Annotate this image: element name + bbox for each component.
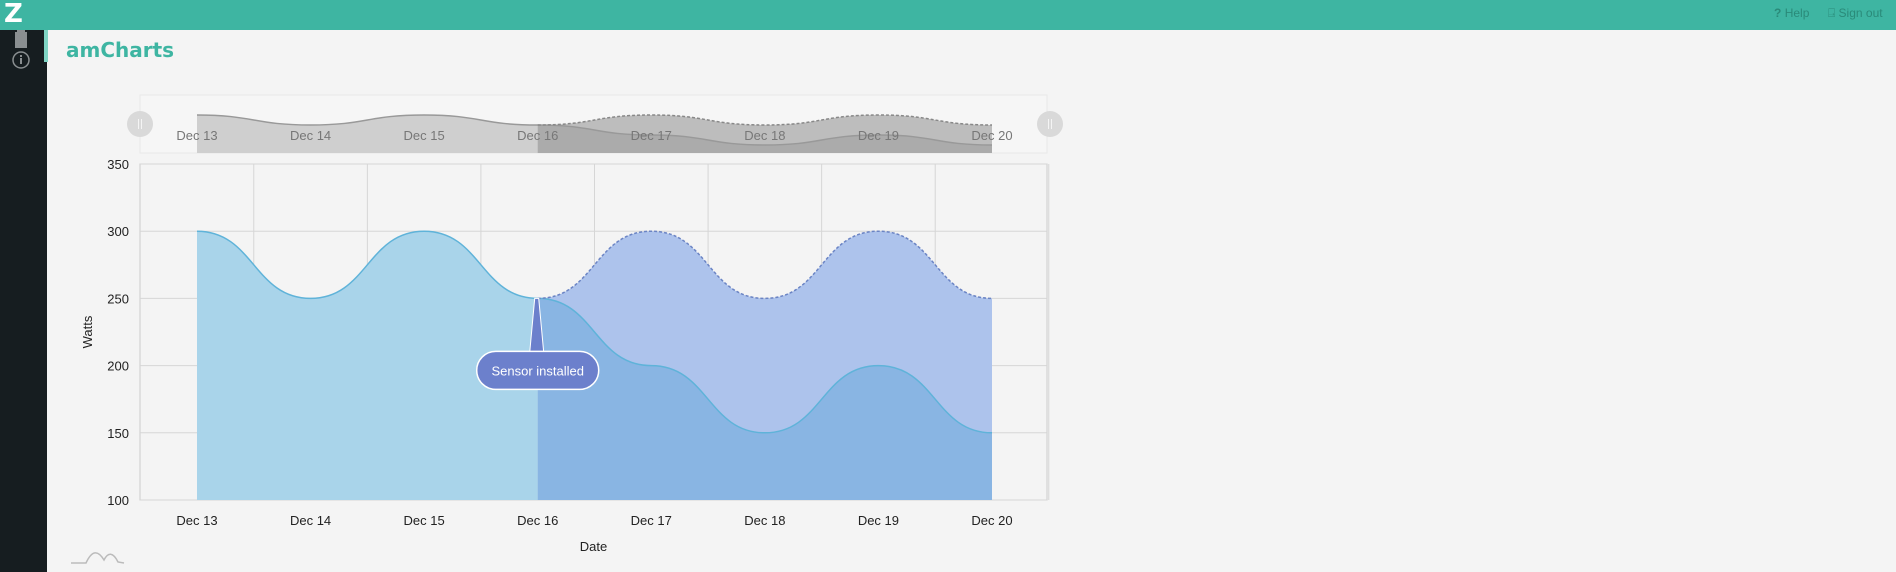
scrollbar-right-grip[interactable] bbox=[1037, 111, 1063, 137]
y-tick-label: 350 bbox=[107, 157, 129, 172]
app-logo[interactable]: Z bbox=[4, 0, 23, 29]
sidebar bbox=[0, 30, 47, 572]
building-icon[interactable] bbox=[15, 30, 27, 48]
scrollbar-tick-label: Dec 18 bbox=[744, 128, 785, 143]
y-axis-title: Watts bbox=[80, 315, 95, 348]
title-accent bbox=[44, 30, 48, 62]
sign-out-icon: ⍈ bbox=[1828, 6, 1836, 20]
x-tick-label: Dec 16 bbox=[517, 513, 558, 528]
annotation-balloon: Sensor installed bbox=[475, 297, 600, 391]
scrollbar[interactable]: Dec 13 Dec 14 Dec 15 Dec 16 Dec 17 Dec 18 Dec … bbox=[127, 94, 1063, 154]
y-tick-label: 250 bbox=[107, 291, 129, 306]
scrollbar-left-grip[interactable] bbox=[127, 111, 153, 137]
scrollbar-tick-label: Dec 14 bbox=[290, 128, 331, 143]
x-axis-title: Date bbox=[580, 539, 607, 554]
scrollbar-line bbox=[196, 114, 993, 146]
top-bar: Z ? Help ⍈ Sign out bbox=[0, 0, 1896, 30]
series-area-after bbox=[537, 298, 992, 500]
y-tick-label: 200 bbox=[107, 359, 129, 374]
sidebar-icons bbox=[12, 30, 30, 69]
y-tick-label: 300 bbox=[107, 224, 129, 239]
scrollbar-tick-label: Dec 16 bbox=[517, 128, 558, 143]
scrollbar-dashed-line bbox=[537, 114, 993, 126]
x-tick-label: Dec 20 bbox=[971, 513, 1012, 528]
scrollbar-tick-label: Dec 13 bbox=[176, 128, 217, 143]
x-tick-label: Dec 19 bbox=[858, 513, 899, 528]
balloon-body bbox=[475, 350, 600, 391]
x-tick-label: Dec 18 bbox=[744, 513, 785, 528]
annotation-text: Sensor installed bbox=[491, 363, 584, 378]
help-icon: ? bbox=[1774, 6, 1782, 20]
scrollbar-tick-label: Dec 19 bbox=[858, 128, 899, 143]
sign-out-link[interactable]: ⍈ Sign out bbox=[1828, 6, 1883, 20]
x-tick-label: Dec 13 bbox=[176, 513, 217, 528]
scrollbar-tick-label: Dec 15 bbox=[404, 128, 445, 143]
info-icon[interactable] bbox=[12, 51, 30, 69]
grip-circle bbox=[127, 111, 153, 137]
scrollbar-tick-label: Dec 17 bbox=[631, 128, 672, 143]
series-line bbox=[196, 230, 993, 434]
y-tick-label: 150 bbox=[107, 426, 129, 441]
x-tick-label: Dec 17 bbox=[631, 513, 672, 528]
x-tick-label: Dec 14 bbox=[290, 513, 331, 528]
series-area-before bbox=[197, 231, 538, 500]
help-link[interactable]: ? Help bbox=[1774, 6, 1810, 20]
amcharts-logo-icon bbox=[71, 552, 125, 564]
scrollbar-tick-label: Dec 20 bbox=[971, 128, 1012, 143]
grip-circle bbox=[1037, 111, 1063, 137]
page-title: amCharts bbox=[66, 38, 175, 62]
x-tick-label: Dec 15 bbox=[404, 513, 445, 528]
scrollbar-area-after bbox=[537, 125, 992, 153]
y-tick-label: 100 bbox=[107, 493, 129, 508]
dashed-series-line bbox=[537, 230, 993, 300]
